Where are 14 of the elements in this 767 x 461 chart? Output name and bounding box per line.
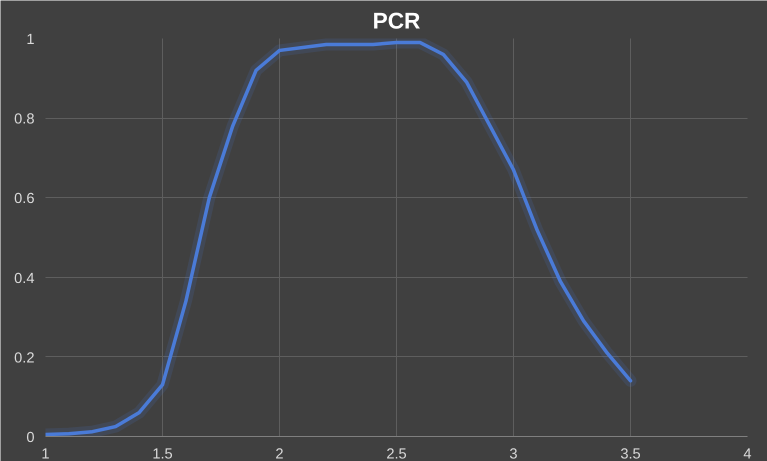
x-tick-label: 2.5	[386, 446, 407, 461]
y-tick-label: 1	[26, 32, 35, 48]
y-tick-label: 0.2	[14, 350, 34, 366]
y-tick-label: 0	[26, 430, 35, 446]
chart-title: PCR	[372, 8, 420, 34]
x-tick-label: 3.5	[620, 446, 641, 461]
x-tick-label: 1	[41, 446, 50, 461]
x-tick-label: 3	[509, 446, 518, 461]
y-tick-label: 0.8	[14, 112, 34, 128]
x-tick-label: 2	[275, 446, 284, 461]
y-tick-label: 0.6	[14, 191, 34, 208]
y-tick-label: 0.4	[14, 270, 34, 287]
x-tick-label: 4	[743, 446, 752, 461]
x-tick-label: 1.5	[152, 446, 173, 461]
